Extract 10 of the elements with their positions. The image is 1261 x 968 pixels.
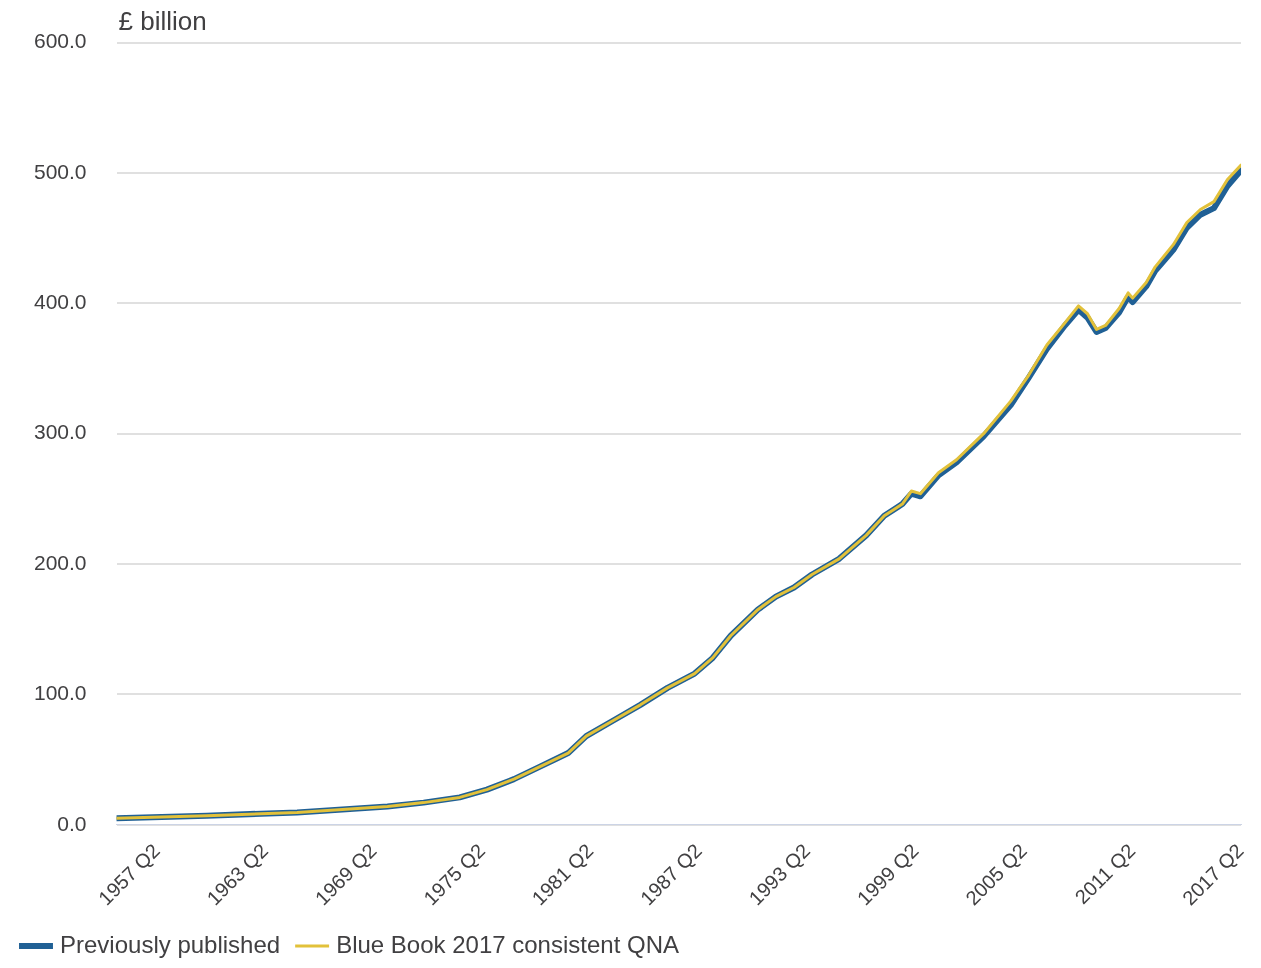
y-tick-label: 600.0: [33, 29, 87, 53]
y-tick-label: 100.0: [33, 681, 87, 705]
y-tick-label: 200.0: [33, 550, 87, 574]
y-tick-label: 0.0: [57, 811, 87, 835]
y-tick-label: 500.0: [33, 159, 87, 183]
legend-label: Blue Book 2017 consistent QNA: [336, 930, 679, 958]
legend-label: Previously published: [60, 930, 281, 958]
y-axis-title: £ billion: [118, 6, 207, 37]
y-tick-label: 300.0: [33, 420, 87, 444]
y-tick-label: 400.0: [33, 290, 87, 314]
